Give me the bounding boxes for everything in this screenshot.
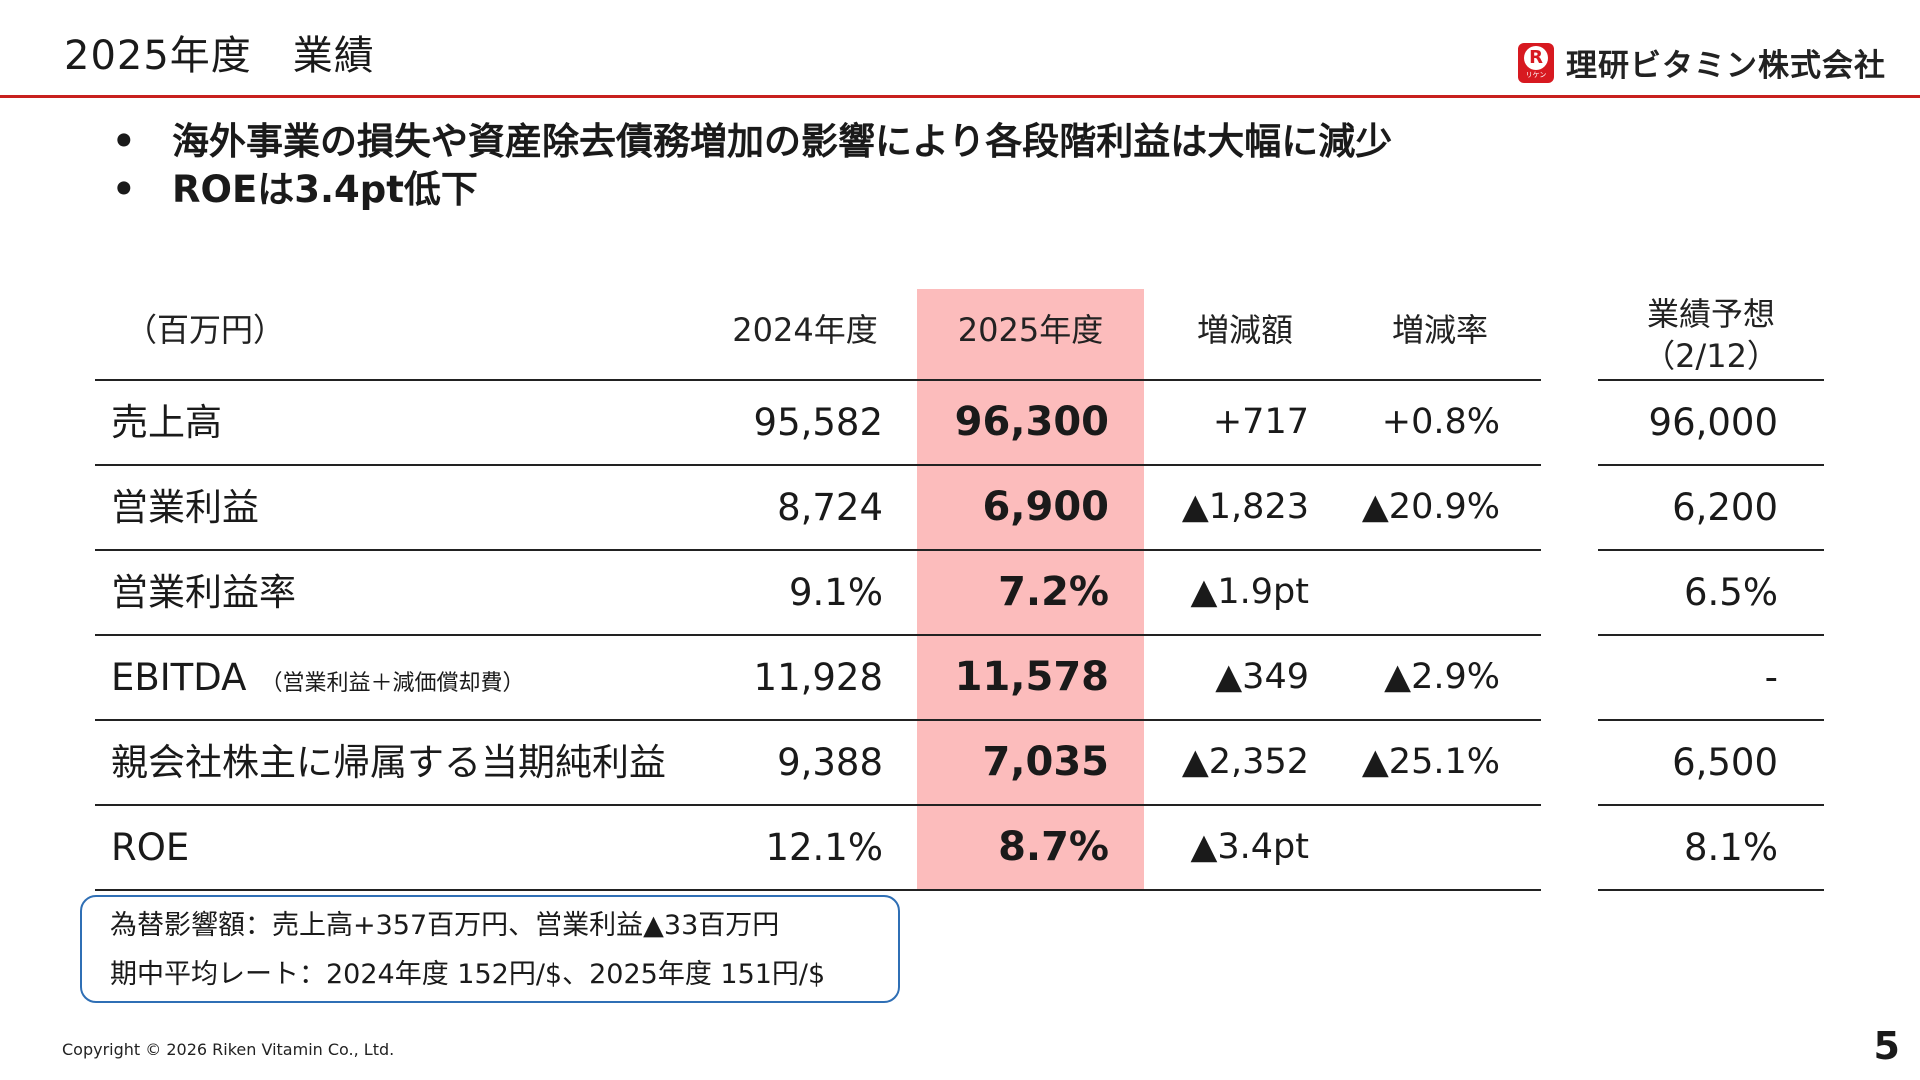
summary-bullets: • 海外事業の損失や資産除去債務増加の影響により各段階利益は大幅に減少 • RO…	[112, 118, 1392, 214]
fy2024-value: 95,582	[753, 401, 883, 444]
fy2024-value: 9,388	[777, 741, 883, 784]
bullet-icon: •	[112, 120, 136, 163]
forecast-value: -	[1764, 656, 1778, 699]
fy2024-value: 12.1%	[765, 826, 883, 869]
forecast-value: 6,200	[1672, 486, 1778, 529]
forecast-divider	[1598, 464, 1824, 466]
fx-note-box: 為替影響額：売上高+357百万円、営業利益▲33百万円 期中平均レート：2024…	[80, 895, 900, 1003]
fy2025-value: 7.2%	[998, 569, 1109, 615]
table-divider	[95, 634, 1541, 636]
logo-text: 理研ビタミン株式会社	[1566, 48, 1886, 84]
fy2024-header: 2024年度	[732, 311, 878, 349]
change-amount-value: ▲1.9pt	[1190, 572, 1309, 612]
table-row-operating-profit: 営業利益 8,724 6,900 ▲1,823 ▲20.9% 6,200	[0, 465, 1920, 550]
row-label: 親会社株主に帰属する当期純利益	[111, 741, 666, 784]
fy2025-value: 6,900	[982, 484, 1109, 530]
table-divider	[95, 549, 1541, 551]
table-row-roe: ROE 12.1% 8.7% ▲3.4pt 8.1%	[0, 805, 1920, 890]
fy2024-value: 9.1%	[789, 571, 883, 614]
row-label: EBITDA （営業利益＋減価償却費）	[111, 656, 525, 699]
bullet-text: ROEは3.4pt低下	[172, 168, 478, 211]
table-row-operating-margin: 営業利益率 9.1% 7.2% ▲1.9pt 6.5%	[0, 550, 1920, 635]
forecast-header-line1: 業績予想	[1646, 295, 1775, 333]
bullet-icon: •	[112, 168, 136, 211]
table-row-ebitda: EBITDA （営業利益＋減価償却費） 11,928 11,578 ▲349 ▲2…	[0, 635, 1920, 720]
forecast-divider	[1598, 719, 1824, 721]
bullet-item: • 海外事業の損失や資産除去債務増加の影響により各段階利益は大幅に減少	[112, 118, 1392, 166]
forecast-divider	[1598, 804, 1824, 806]
title-divider	[0, 95, 1920, 98]
table-divider	[95, 379, 1541, 381]
forecast-value: 96,000	[1648, 401, 1778, 444]
table-divider	[95, 719, 1541, 721]
change-rate-value: ▲2.9%	[1384, 657, 1500, 697]
change-amount-value: ▲3.4pt	[1190, 827, 1309, 867]
change-rate-header: 増減率	[1391, 311, 1488, 349]
company-logo: R リケン 理研ビタミン株式会社	[1518, 40, 1886, 85]
forecast-divider	[1598, 379, 1824, 381]
forecast-divider	[1598, 549, 1824, 551]
table-divider	[95, 804, 1541, 806]
bullet-text: 海外事業の損失や資産除去債務増加の影響により各段階利益は大幅に減少	[172, 120, 1393, 163]
logo-mark-subtext: リケン	[1525, 70, 1547, 79]
row-label-note: （営業利益＋減価償却費）	[260, 671, 525, 696]
bullet-item: • ROEは3.4pt低下	[112, 166, 1392, 214]
change-rate-value: ▲25.1%	[1361, 742, 1500, 782]
forecast-value: 6.5%	[1684, 571, 1778, 614]
change-rate-value: +0.8%	[1381, 402, 1500, 442]
logo-mark-letter: R	[1524, 45, 1548, 70]
change-amount-value: +717	[1212, 402, 1309, 442]
table-divider	[95, 464, 1541, 466]
table-row-net-income: 親会社株主に帰属する当期純利益 9,388 7,035 ▲2,352 ▲25.1…	[0, 720, 1920, 805]
table-row-sales: 売上高 95,582 96,300 +717 +0.8% 96,000	[0, 380, 1920, 465]
table-divider	[95, 889, 1541, 891]
forecast-divider	[1598, 889, 1824, 891]
fx-impact-note: 為替影響額：売上高+357百万円、営業利益▲33百万円	[110, 910, 780, 941]
forecast-header-line2: （2/12）	[1643, 337, 1779, 375]
fy2024-value: 11,928	[753, 656, 883, 699]
fy2025-value: 11,578	[954, 654, 1109, 700]
fy2025-value: 96,300	[954, 399, 1109, 445]
forecast-value: 6,500	[1672, 741, 1778, 784]
change-amount-header: 増減額	[1196, 311, 1293, 349]
copyright: Copyright © 2026 Riken Vitamin Co., Ltd.	[62, 1040, 395, 1059]
change-amount-value: ▲2,352	[1181, 742, 1309, 782]
riken-logo-icon: R リケン	[1518, 42, 1554, 83]
change-amount-value: ▲349	[1215, 657, 1309, 697]
unit-header: （百万円）	[125, 311, 286, 349]
fy2025-header: 2025年度	[957, 311, 1104, 349]
forecast-header: 業績予想 （2/12）	[1598, 293, 1824, 377]
fy2025-value: 8.7%	[998, 824, 1109, 870]
fy2025-highlight-column	[917, 289, 1144, 890]
fy2024-value: 8,724	[777, 486, 883, 529]
row-label: 売上高	[111, 401, 222, 444]
fx-rate-note: 期中平均レート：2024年度 152円/$、2025年度 151円/$	[110, 959, 826, 990]
page-number: 5	[1873, 1024, 1900, 1068]
change-amount-value: ▲1,823	[1181, 487, 1309, 527]
page-title: 2025年度 業績	[64, 33, 375, 79]
change-rate-value: ▲20.9%	[1361, 487, 1500, 527]
row-label: 営業利益率	[111, 571, 296, 614]
fy2025-value: 7,035	[982, 739, 1109, 785]
row-label: 営業利益	[111, 486, 259, 529]
forecast-divider	[1598, 634, 1824, 636]
row-label: ROE	[111, 826, 190, 869]
forecast-value: 8.1%	[1684, 826, 1778, 869]
